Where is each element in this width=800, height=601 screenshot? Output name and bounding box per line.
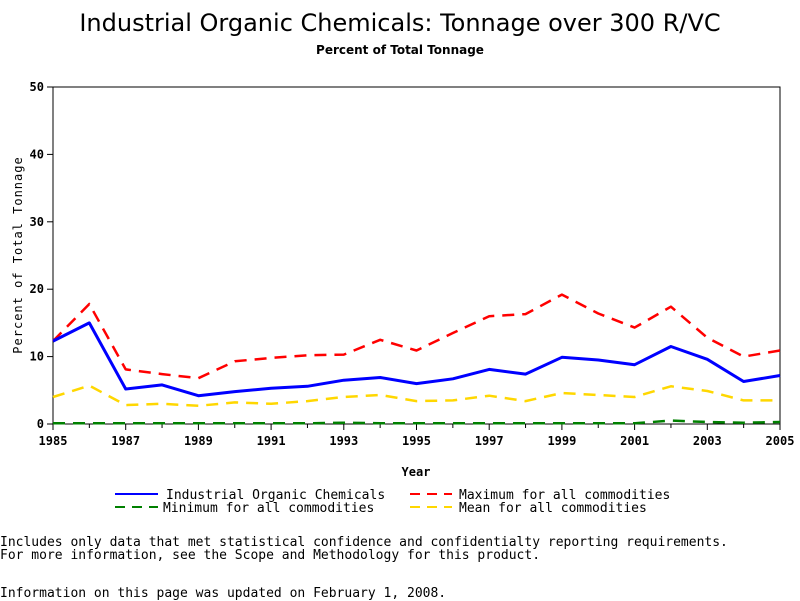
chart-subtitle: Percent of Total Tonnage xyxy=(316,43,484,57)
series-line-1 xyxy=(52,293,781,380)
y-tick-label: 50 xyxy=(30,80,44,94)
series-line-0 xyxy=(52,321,781,398)
y-axis-label: Percent of Total Tonnage xyxy=(11,156,25,353)
x-tick-label: 1991 xyxy=(257,434,286,448)
footnote-updated: Information on this page was updated on … xyxy=(0,586,447,601)
x-axis-label: Year xyxy=(402,465,431,479)
y-axis: 0 10 20 30 40 50 xyxy=(30,80,53,431)
x-tick-label: 1997 xyxy=(475,434,504,448)
x-tick-label: 1993 xyxy=(329,434,358,448)
x-tick-label: 1989 xyxy=(184,434,213,448)
legend-label: Minimum for all commodities xyxy=(163,501,374,516)
y-tick-label: 20 xyxy=(30,282,44,296)
y-tick-label: 40 xyxy=(30,147,44,161)
y-tick-label: 0 xyxy=(37,417,44,431)
series-lines xyxy=(52,293,781,425)
x-tick-label: 1985 xyxy=(39,434,68,448)
x-tick-label: 1995 xyxy=(402,434,431,448)
legend: Industrial Organic Chemicals Maximum for … xyxy=(115,488,670,516)
x-tick-label: 1987 xyxy=(111,434,140,448)
legend-label: Mean for all commodities xyxy=(459,501,647,516)
footnote-confidentiality: Includes only data that met statistical … xyxy=(0,535,728,550)
series-line-2 xyxy=(53,419,781,425)
chart-title: Industrial Organic Chemicals: Tonnage ov… xyxy=(79,9,720,37)
footnote-methodology: For more information, see the Scope and … xyxy=(0,548,541,563)
x-tick-label: 2005 xyxy=(766,434,795,448)
x-tick-label: 2001 xyxy=(620,434,649,448)
legend-label: Industrial Organic Chemicals xyxy=(166,488,385,503)
x-tick-label: 1999 xyxy=(547,434,576,448)
series-line-3 xyxy=(52,384,780,408)
y-tick-label: 30 xyxy=(30,215,44,229)
x-tick-label: 2003 xyxy=(693,434,722,448)
y-tick-label: 10 xyxy=(30,350,44,364)
x-axis: 1985 1987 1989 1991 1993 1995 1997 1999 2001 2003… xyxy=(39,424,795,448)
legend-label: Maximum for all commodities xyxy=(459,488,670,503)
